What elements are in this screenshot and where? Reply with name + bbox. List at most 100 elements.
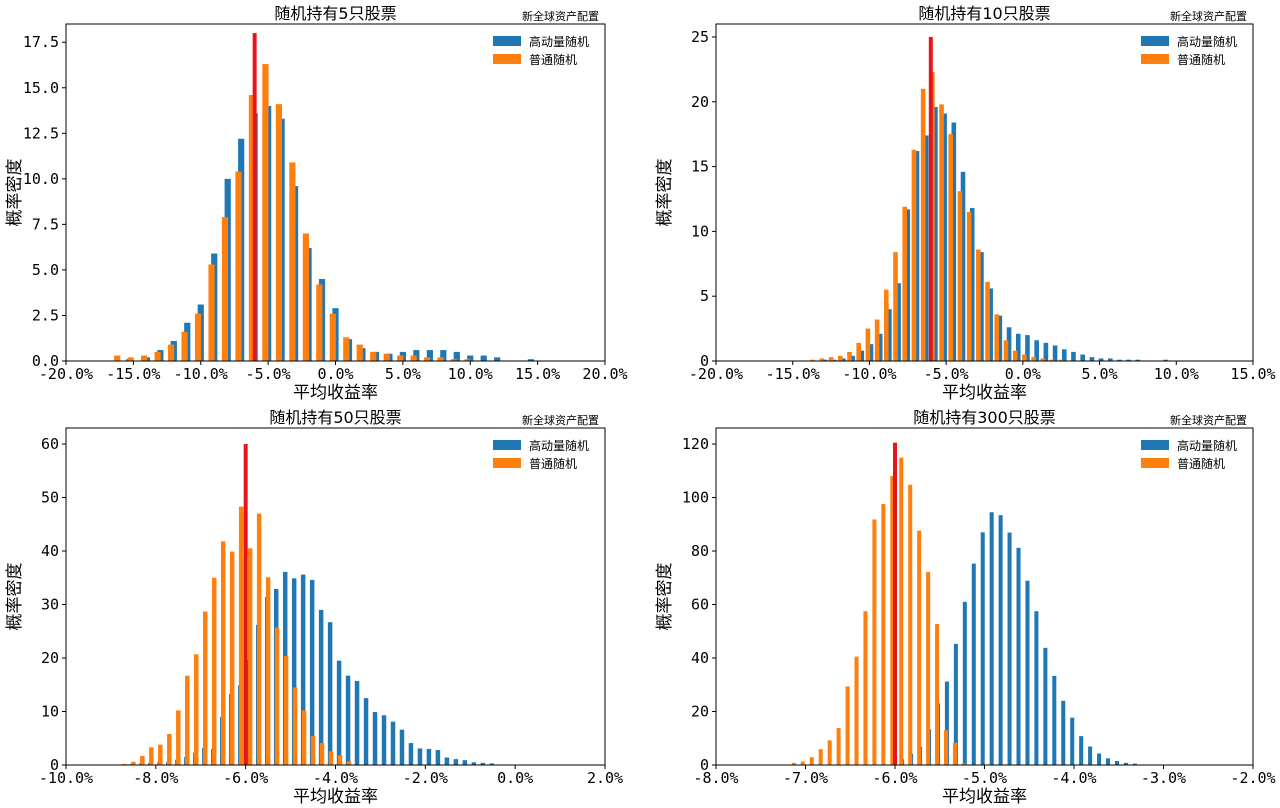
y-axis-label: 概率密度	[5, 159, 25, 227]
bar	[464, 359, 471, 361]
bar	[877, 333, 883, 361]
bar	[1061, 349, 1067, 361]
bar	[292, 687, 298, 765]
bar	[1135, 359, 1141, 361]
bar	[847, 351, 852, 361]
bar	[383, 353, 390, 361]
y-tick-label: 10	[41, 703, 59, 721]
plot-frame	[65, 427, 606, 766]
x-tick-label: -5.0%	[924, 365, 969, 383]
x-axis-label: 平均收益率	[942, 383, 1027, 403]
bar	[346, 761, 352, 765]
bar	[354, 681, 360, 765]
y-tick-label: 15	[691, 158, 709, 176]
bar	[122, 763, 127, 765]
legend-swatch-normal	[493, 54, 521, 64]
x-tick-label: -15.0%	[766, 365, 820, 383]
bar	[952, 742, 957, 765]
y-tick-label: 0.0	[32, 352, 59, 370]
bar	[480, 355, 487, 361]
bar	[836, 728, 841, 765]
chart-svg-1: 随机持有10只股票 新全球资产配置 -20.0% -15.0% -10.0% -5.0% 0…	[655, 4, 1276, 403]
bar	[208, 264, 215, 361]
y-tick-label: 25	[691, 28, 709, 46]
bar	[1106, 758, 1111, 765]
bar	[1034, 340, 1039, 361]
bar	[994, 314, 1000, 361]
watermark-text: 新全球资产配置	[522, 413, 599, 427]
x-tick-label: -20.0%	[689, 365, 743, 383]
x-tick-label: -4.0%	[1051, 769, 1096, 787]
bar	[1025, 335, 1030, 361]
bar	[437, 357, 444, 361]
y-tick-label: 100	[682, 489, 709, 507]
bar	[1006, 327, 1012, 361]
bar	[1070, 717, 1075, 765]
bar	[837, 355, 843, 361]
legend-swatch-momentum	[1141, 440, 1169, 450]
x-tick-label: -5.0%	[962, 769, 1007, 787]
bar	[1007, 532, 1012, 765]
bar	[971, 563, 976, 765]
x-tick-label: -8.0%	[133, 769, 178, 787]
y-axis-label: 概率密度	[655, 563, 675, 631]
bar	[336, 660, 342, 765]
bar	[966, 211, 972, 361]
bar	[827, 740, 832, 765]
chart-title: 随机持有5只股票	[274, 4, 396, 23]
bar	[979, 252, 984, 361]
bar	[390, 721, 396, 765]
x-tick-label: 0.0%	[1005, 365, 1041, 383]
x-tick-label: 0.0%	[497, 769, 533, 787]
bar	[283, 655, 289, 765]
bar	[939, 104, 944, 362]
bar	[953, 643, 958, 765]
chart-title: 随机持有50只股票	[269, 408, 401, 427]
bar	[238, 506, 244, 765]
bar	[1043, 342, 1049, 361]
bar	[247, 548, 253, 765]
series-momentum	[822, 106, 1168, 362]
mean-marker-line	[928, 36, 933, 362]
x-tick-label: -5.0%	[246, 365, 291, 383]
bar	[989, 512, 994, 765]
y-tick-label: 5.0	[32, 261, 59, 279]
bar	[856, 342, 861, 361]
y-tick-label: 20	[691, 93, 709, 111]
bar	[854, 656, 859, 765]
y-tick-label: 60	[41, 435, 59, 453]
legend-label-momentum: 高动量随机	[529, 438, 589, 453]
chart-panel-300-stocks: 随机持有300只股票 新全球资产配置 -8.0% -7.0% -6.0% -5.0% -4.…	[640, 404, 1280, 808]
series-normal	[114, 64, 471, 362]
bar	[221, 217, 229, 361]
bar	[926, 571, 931, 765]
bar	[944, 730, 949, 765]
bar	[462, 760, 468, 765]
bar	[1163, 359, 1168, 361]
legend-label-normal: 普通随机	[1177, 52, 1225, 67]
bar	[176, 710, 181, 765]
chart-panel-50-stocks: 随机持有50只股票 新全球资产配置 -10.0% -8.0% -6.0% -4.0% -2.…	[0, 404, 640, 808]
bar	[327, 622, 333, 765]
bar	[1052, 345, 1058, 361]
bar	[1040, 358, 1046, 361]
bar	[471, 762, 477, 765]
bar	[141, 355, 148, 361]
bar	[248, 95, 256, 361]
bar	[489, 763, 495, 765]
x-tick-label: -10.0%	[39, 769, 93, 787]
x-axis-label: 平均收益率	[942, 787, 1027, 807]
bar	[453, 351, 460, 361]
bar	[905, 209, 911, 361]
bar	[168, 344, 175, 361]
bar	[1049, 359, 1055, 361]
legend-label-normal: 普通随机	[529, 52, 577, 67]
bar	[819, 358, 825, 361]
bar	[1052, 675, 1057, 765]
watermark-text: 新全球资产配置	[1170, 413, 1247, 427]
bar	[413, 350, 420, 361]
bar	[220, 541, 226, 765]
x-tick-label: -2.0%	[1230, 769, 1275, 787]
bar	[933, 106, 938, 361]
y-tick-label: 40	[41, 542, 59, 560]
